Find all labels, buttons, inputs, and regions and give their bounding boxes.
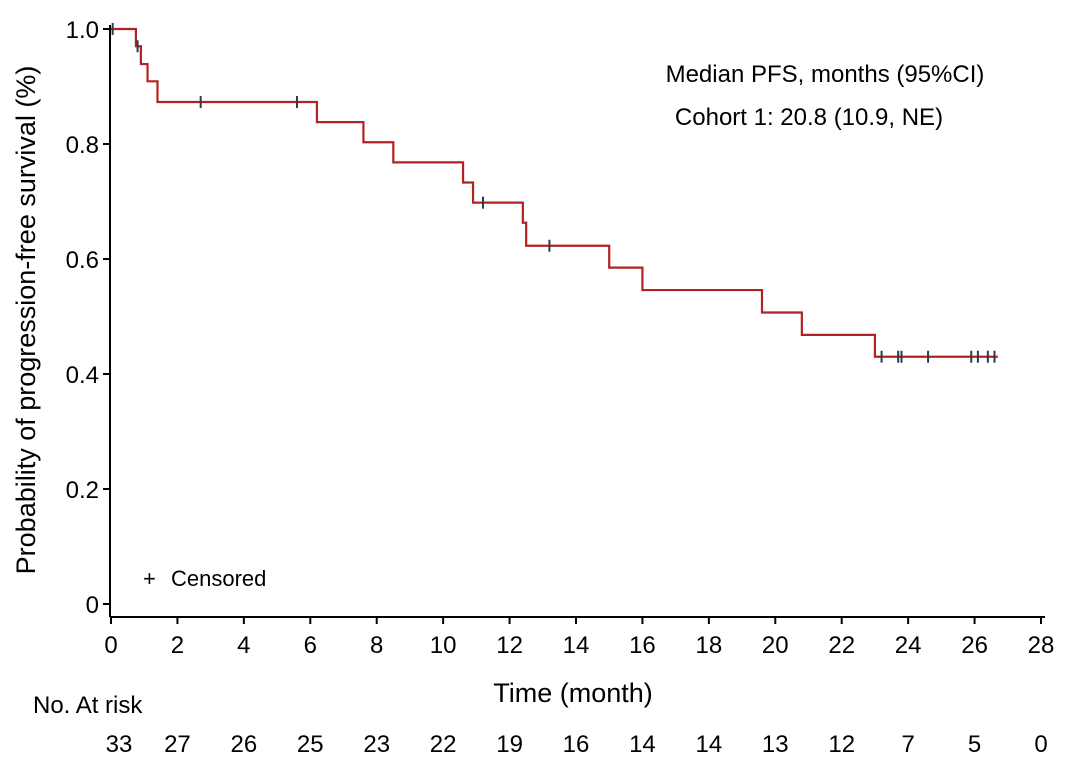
x-tick-label: 20: [762, 632, 789, 659]
risk-count: 14: [629, 731, 656, 758]
risk-count: 26: [231, 731, 258, 758]
y-axis-label: Probability of progression-free survival…: [11, 66, 41, 575]
y-tick-label: 0.2: [66, 477, 99, 504]
x-tick-label: 26: [961, 632, 988, 659]
risk-count: 25: [297, 731, 324, 758]
x-tick-label: 2: [171, 632, 184, 659]
y-ticks-group: 0 0.2 0.4 0.6 0.8 1.0: [66, 17, 110, 619]
x-tick-label: 10: [430, 632, 457, 659]
annotation-cohort-1: Cohort 1: 20.8 (10.9, NE): [675, 104, 943, 131]
km-curve-line: [111, 27, 998, 358]
y-tick-label: 0.6: [66, 247, 99, 274]
x-tick-label: 22: [828, 632, 855, 659]
risk-count: 14: [696, 731, 723, 758]
risk-count: 0: [1034, 731, 1047, 758]
risk-count: 7: [901, 731, 914, 758]
risk-count: 27: [164, 731, 191, 758]
y-tick-label: 0.8: [66, 132, 99, 159]
x-tick-label: 0: [104, 632, 117, 659]
risk-count: 16: [563, 731, 590, 758]
x-axis-label: Time (month): [493, 678, 653, 708]
censor-marks-group: [111, 23, 996, 363]
x-ticks-group: 0 2 4 6 8 10 12 14 16 18 20 22 24 26 28: [104, 617, 1054, 659]
x-tick-label: 8: [370, 632, 383, 659]
x-tick-label: 4: [237, 632, 250, 659]
risk-count: 5: [968, 731, 981, 758]
km-curve-group: [111, 27, 998, 358]
risk-count: 33: [106, 731, 133, 758]
censored-legend: + Censored: [143, 566, 266, 591]
risk-count: 22: [430, 731, 457, 758]
y-tick-label: 0: [86, 592, 99, 619]
x-tick-label: 24: [895, 632, 922, 659]
risk-count: 12: [828, 731, 855, 758]
x-tick-label: 28: [1028, 632, 1055, 659]
censored-legend-text: Censored: [171, 566, 266, 591]
y-tick-label: 0.4: [66, 362, 99, 389]
x-tick-label: 18: [696, 632, 723, 659]
x-tick-label: 6: [304, 632, 317, 659]
annotation-median-header: Median PFS, months (95%CI): [666, 61, 985, 88]
risk-table-counts: 33 27 26 25 23 22 19 16 14 14 13 12 7 5 0: [106, 731, 1048, 758]
risk-table-title: No. At risk: [33, 692, 143, 719]
y-tick-label: 1.0: [66, 17, 99, 44]
axes-group: [109, 25, 1045, 618]
risk-count: 13: [762, 731, 789, 758]
x-tick-label: 16: [629, 632, 656, 659]
x-tick-label: 12: [496, 632, 523, 659]
x-tick-label: 14: [563, 632, 590, 659]
risk-count: 19: [496, 731, 523, 758]
censored-legend-symbol: +: [143, 566, 156, 591]
risk-count: 23: [363, 731, 390, 758]
